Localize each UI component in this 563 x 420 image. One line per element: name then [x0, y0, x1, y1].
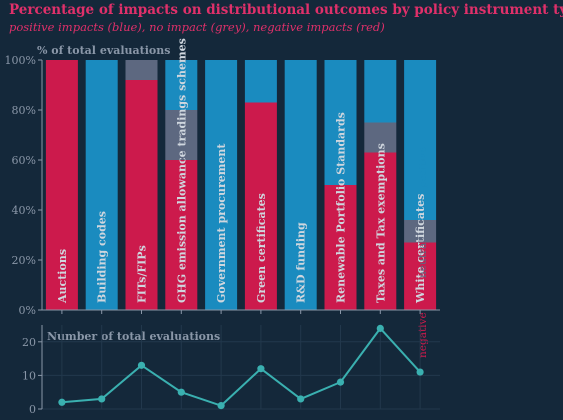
line-chart: [58, 324, 424, 410]
category-labels: Auctions Building codes FITs/FIPs GHG emiss…: [56, 38, 427, 304]
data-point: [137, 361, 146, 369]
category-label: FITs/FIPs: [136, 245, 149, 303]
bar-negative: [244, 102, 277, 310]
category-label: R&D funding: [295, 222, 308, 303]
data-point: [98, 395, 106, 403]
bar-neutral: [364, 122, 397, 153]
y-tick-label: 80%: [12, 104, 36, 117]
bar-negative: [45, 60, 78, 310]
line-chart-title: Number of total evaluations: [47, 330, 220, 343]
y-tick-label: 20: [22, 336, 36, 349]
category-label: White certificates: [414, 194, 427, 304]
legend-neutral: neutral: [417, 239, 429, 278]
category-label: Building codes: [96, 211, 109, 303]
data-point: [416, 368, 424, 376]
bar-positive: [244, 60, 277, 103]
y-tick-label: 10: [22, 369, 36, 382]
chart-subtitle: positive impacts (blue), no impact (grey…: [9, 20, 385, 34]
bar-neutral: [165, 110, 198, 160]
y-tick-label: 100%: [5, 54, 36, 67]
data-point: [257, 365, 265, 373]
y-tick-label: 40%: [12, 204, 36, 217]
evaluations-line: [61, 326, 421, 407]
y-tick-label: 20%: [12, 254, 36, 267]
bar-positive: [284, 60, 317, 310]
bar-chart-y-axis: 0% 20% 40% 60% 80% 100%: [5, 54, 440, 317]
category-label: Government procurement: [215, 143, 228, 303]
bar-negative: [165, 160, 198, 310]
category-label: Renewable Portfolio Standards: [335, 112, 348, 303]
bar-positive: [324, 60, 357, 185]
category-label: Green certificates: [255, 193, 268, 303]
bar-negative: [125, 80, 158, 310]
y-tick-label: 0: [29, 403, 36, 416]
bar-positive: [165, 60, 198, 110]
legend-positive: positive: [417, 146, 429, 188]
data-point: [376, 324, 384, 332]
bar-negative: [324, 185, 357, 310]
bar-chart-title: % of total evaluations: [37, 44, 170, 57]
data-point: [217, 402, 225, 410]
data-point: [58, 398, 66, 406]
line-chart-y-axis: 0 10 20: [22, 325, 440, 416]
bar-positive: [205, 60, 238, 310]
category-label: GHG emission allowance tradings schemes: [175, 38, 188, 303]
data-point: [336, 378, 345, 386]
y-tick-label: 0%: [19, 304, 36, 317]
bar-chart: [45, 60, 437, 310]
data-point: [297, 395, 305, 403]
bar-negative: [404, 242, 437, 310]
bar-positive: [85, 60, 118, 310]
bar-negative: [364, 152, 397, 310]
chart-title: Percentage of impacts on distributional …: [9, 2, 563, 18]
bar-neutral: [125, 60, 158, 80]
bar-neutral: [404, 220, 437, 243]
y-tick-label: 60%: [12, 154, 36, 167]
category-label: Taxes and Tax exemptions: [374, 143, 387, 303]
data-point: [177, 388, 185, 396]
category-label: Auctions: [56, 249, 69, 304]
legend-negative: negative: [417, 312, 429, 358]
bar-positive: [404, 60, 437, 220]
legend: positive neutral negative: [417, 146, 429, 358]
bar-positive: [364, 60, 397, 123]
